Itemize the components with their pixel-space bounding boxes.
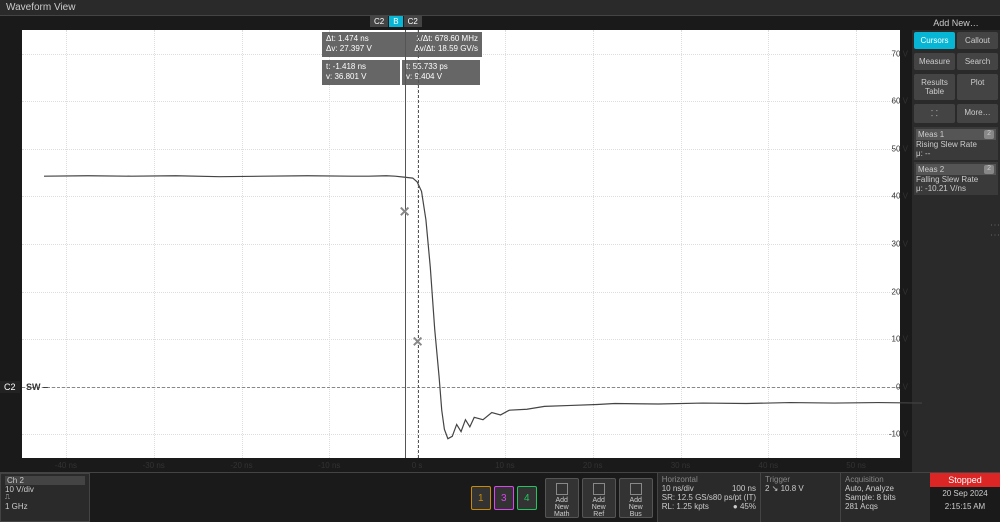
plot-background bbox=[22, 30, 900, 458]
cursor-a-line[interactable] bbox=[405, 30, 406, 458]
callout-button[interactable]: Callout bbox=[957, 32, 998, 49]
add-new-bus-button[interactable]: AddNewBus bbox=[619, 478, 653, 518]
cursor-b-line[interactable] bbox=[418, 30, 419, 458]
inv-delta-t: 1/Δt: 678.60 MHz bbox=[416, 34, 478, 44]
cursor-b-t: t: 55.733 ps bbox=[406, 62, 476, 72]
cursor-b-info[interactable]: t: 55.733 ps v: 9.404 V bbox=[402, 60, 480, 85]
more--button[interactable]: More… bbox=[957, 104, 998, 123]
search-button[interactable]: Search bbox=[957, 53, 998, 70]
add-buttons: AddNewMathAddNewRefAddNewBus bbox=[541, 473, 657, 522]
ch1-button[interactable]: 1 bbox=[471, 486, 491, 510]
trig-val: 2 ↘ 10.8 V bbox=[765, 484, 836, 493]
trigger-status[interactable]: Trigger 2 ↘ 10.8 V bbox=[760, 473, 840, 522]
waveform-trace bbox=[44, 44, 922, 472]
titlebar: Waveform View bbox=[0, 0, 1000, 16]
cursor-a-info[interactable]: t: -1.418 ns v: 36.801 V bbox=[322, 60, 400, 85]
plot-panel[interactable]: C2 B C2 Δt: 1.474 ns 1/Δt: 678.60 MHz Δv… bbox=[0, 16, 912, 472]
ch4-button[interactable]: 4 bbox=[517, 486, 537, 510]
acquisition-status[interactable]: Acquisition Auto, Analyze Sample: 8 bits… bbox=[840, 473, 930, 522]
main-area: C2 B C2 Δt: 1.474 ns 1/Δt: 678.60 MHz Δv… bbox=[0, 16, 1000, 472]
x-axis: -40 ns-30 ns-20 ns-10 ns0 s10 ns20 ns30 … bbox=[22, 458, 900, 472]
ch-bw: 1 GHz bbox=[5, 502, 85, 511]
time: 2:15:15 AM bbox=[930, 500, 1000, 513]
cursor-a-marker[interactable]: ✕ bbox=[399, 203, 411, 220]
cursor-tag-c[interactable]: C2 bbox=[404, 16, 422, 27]
channel-buttons: 1 3 4 bbox=[467, 473, 541, 522]
cursor-tag-a[interactable]: C2 bbox=[370, 16, 388, 27]
channel-marker[interactable]: C2 bbox=[0, 381, 20, 393]
ch-hdr: Ch 2 bbox=[5, 476, 85, 485]
y-axis: 70 V60 V50 V40 V30 V20 V10 V0 V-10 V bbox=[888, 30, 912, 458]
cursor-tags: C2 B C2 bbox=[370, 16, 422, 27]
cursor-a-t: t: -1.418 ns bbox=[326, 62, 396, 72]
add-new-math-button[interactable]: AddNewMath bbox=[545, 478, 579, 518]
delta-v: Δv: 27.397 V bbox=[326, 44, 372, 54]
delta-t: Δt: 1.474 ns bbox=[326, 34, 369, 44]
cursor-a-v: v: 36.801 V bbox=[326, 72, 396, 82]
channel-marker-label: SW – bbox=[26, 382, 48, 392]
horiz-hdr: Horizontal bbox=[662, 475, 756, 484]
date: 20 Sep 2024 bbox=[930, 487, 1000, 500]
horizontal-status[interactable]: Horizontal 10 ns/div100 ns SR: 12.5 GS/s… bbox=[657, 473, 760, 522]
delta-info-box[interactable]: Δt: 1.474 ns 1/Δt: 678.60 MHz Δv: 27.397… bbox=[322, 32, 482, 57]
measurement-box[interactable]: Meas 22Falling Slew Rateμ: -10.21 V/ns bbox=[914, 162, 998, 195]
acq-hdr: Acquisition bbox=[845, 475, 926, 484]
drag-handle-icon[interactable]: ⋮⋮ bbox=[989, 220, 1000, 240]
title: Waveform View bbox=[6, 2, 75, 13]
stopped-badge[interactable]: Stopped bbox=[930, 473, 1000, 487]
right-panel: Add New… CursorsCalloutMeasureSearchResu… bbox=[912, 16, 1000, 472]
plot-button[interactable]: Plot bbox=[957, 74, 998, 100]
add-new-header: Add New… bbox=[912, 16, 1000, 30]
run-status: Stopped 20 Sep 2024 2:15:15 AM bbox=[930, 473, 1000, 522]
cursor-b-v: v: 9.404 V bbox=[406, 72, 476, 82]
ch3-button[interactable]: 3 bbox=[494, 486, 514, 510]
slew: Δv/Δt: 18.59 GV/s bbox=[414, 44, 478, 54]
cursor-tag-b[interactable]: B bbox=[389, 16, 402, 27]
trig-hdr: Trigger bbox=[765, 475, 836, 484]
add-new-ref-button[interactable]: AddNewRef bbox=[582, 478, 616, 518]
measurement-box[interactable]: Meas 12Rising Slew Rateμ: -- bbox=[914, 127, 998, 160]
ch-vdiv: 10 V/div bbox=[5, 485, 85, 494]
time-ruler[interactable] bbox=[275, 4, 994, 12]
bottom-panel: Ch 2 10 V/div ⎍ 1 GHz 1 3 4 AddNewMathAd… bbox=[0, 472, 1000, 522]
cursor-b-marker[interactable]: ✕ bbox=[412, 333, 424, 350]
channel-info[interactable]: Ch 2 10 V/div ⎍ 1 GHz bbox=[0, 473, 90, 522]
